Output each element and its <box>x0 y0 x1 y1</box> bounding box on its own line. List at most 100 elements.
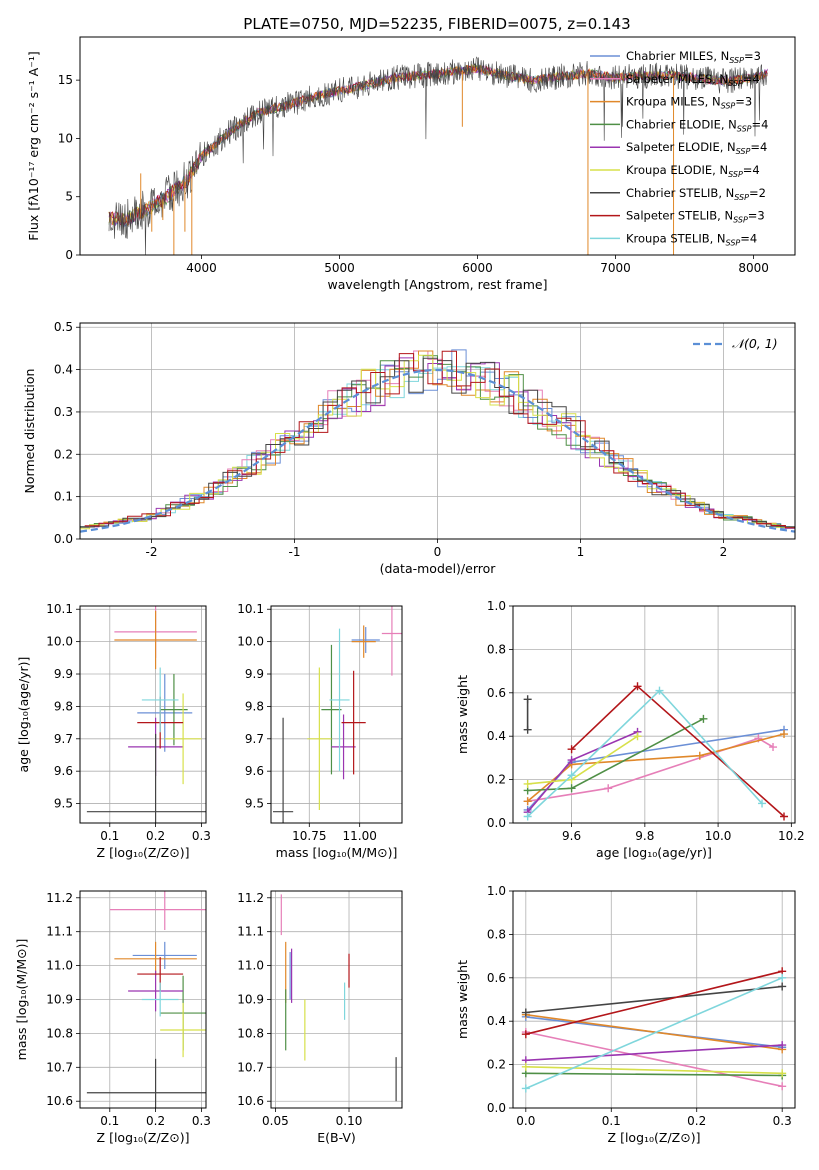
x-tick-label: 0.1 <box>100 1114 119 1128</box>
spectrum-series <box>108 56 768 255</box>
y-tick-label: 9.9 <box>245 667 264 681</box>
x-tick-label: 2 <box>720 545 728 559</box>
x-axis-label: (data-model)/error <box>380 561 497 576</box>
weight-series <box>525 1044 783 1062</box>
y-tick-label: 9.6 <box>245 764 264 778</box>
x-tick-label: 0.2 <box>146 829 165 843</box>
weight-series <box>525 977 783 1090</box>
x-axis-label: Z [log₁₀(Z/Z⊙)] <box>97 845 190 860</box>
weight-series <box>525 1072 783 1077</box>
panel-2 <box>76 605 207 827</box>
plot-area <box>280 894 397 1102</box>
x-tick-label: 10.2 <box>778 829 805 843</box>
legend-label: Chabrier STELIB, NSSP=2 <box>626 186 766 202</box>
legend-label: Salpeter MILES, NSSP=4 <box>626 72 760 88</box>
y-tick-label: 0.5 <box>54 320 73 334</box>
x-axis-label: E(B-V) <box>317 1130 356 1145</box>
x-tick-label: 0.05 <box>262 1114 289 1128</box>
x-axis-label: age [log₁₀(age/yr)] <box>596 845 712 860</box>
weight-marker <box>523 797 532 806</box>
x-axis-label: mass [log₁₀(M/M⊙)] <box>276 845 398 860</box>
x-tick-label: 1 <box>577 545 585 559</box>
y-axis-label: mass [log₁₀(M/M⊙)] <box>14 939 29 1061</box>
plot-area <box>108 56 768 255</box>
panel-1 <box>76 322 796 543</box>
y-tick-label: 9.8 <box>245 699 264 713</box>
spectrum-series <box>108 64 768 226</box>
x-tick-label: 0.10 <box>336 1114 363 1128</box>
y-tick-label: 0.2 <box>487 1058 506 1072</box>
plot-area <box>521 967 787 1093</box>
weight-marker <box>633 732 642 741</box>
weight-series <box>525 970 783 1035</box>
y-tick-label: 10.8 <box>46 1026 73 1040</box>
panel-4 <box>509 605 796 827</box>
histogram-series <box>80 354 791 530</box>
weight-series <box>525 1031 783 1088</box>
y-tick-label: 10.7 <box>46 1060 73 1074</box>
weight-marker <box>567 771 576 780</box>
weight-marker <box>523 779 532 788</box>
y-tick-label: 0.3 <box>54 405 73 419</box>
x-tick-label: 9.6 <box>562 829 581 843</box>
legend-label: Salpeter ELODIE, NSSP=4 <box>626 140 767 156</box>
y-tick-label: 9.7 <box>54 732 73 746</box>
x-tick-label: 5000 <box>324 261 355 275</box>
weight-series <box>525 1066 783 1075</box>
chart-title: PLATE=0750, MJD=52235, FIBERID=0075, z=0… <box>243 15 630 33</box>
y-tick-label: 11.1 <box>46 925 73 939</box>
x-tick-label: 10.75 <box>292 829 326 843</box>
y-tick-label: 11.1 <box>237 925 264 939</box>
y-tick-label: 10.0 <box>46 635 73 649</box>
y-tick-label: 0.4 <box>54 363 73 377</box>
panel-3 <box>267 605 403 827</box>
x-tick-label: 10.0 <box>705 829 732 843</box>
y-tick-label: 10 <box>58 131 73 145</box>
weight-marker <box>778 1069 787 1078</box>
x-tick-label: 0.2 <box>146 1114 165 1128</box>
y-tick-label: 1.0 <box>487 599 506 613</box>
panel-7 <box>509 890 796 1112</box>
weight-marker <box>523 812 532 821</box>
weight-marker <box>758 799 767 808</box>
axes-frame <box>512 605 796 824</box>
weight-marker <box>778 982 787 991</box>
plot-area <box>86 606 206 823</box>
y-tick-label: 0.8 <box>487 642 506 656</box>
x-tick-label: 0.3 <box>773 1114 792 1128</box>
weight-marker <box>780 812 789 821</box>
panel-5 <box>76 890 207 1112</box>
plot-area <box>273 606 402 823</box>
weight-series <box>525 1013 783 1051</box>
x-tick-label: 4000 <box>186 261 217 275</box>
weight-marker <box>521 1030 530 1039</box>
weight-marker <box>695 751 704 760</box>
y-tick-label: 0.0 <box>54 532 73 546</box>
weight-marker <box>778 1082 787 1091</box>
axes-frame <box>79 322 796 540</box>
y-tick-label: 10.1 <box>46 602 73 616</box>
y-tick-label: 9.9 <box>54 667 73 681</box>
y-tick-label: 0.6 <box>487 686 506 700</box>
y-axis-label: mass weight <box>455 960 470 1039</box>
histogram-series <box>84 350 795 529</box>
weight-marker <box>778 973 787 982</box>
y-tick-label: 11.2 <box>237 891 264 905</box>
legend-label: Kroupa STELIB, NSSP=4 <box>626 231 757 247</box>
y-tick-label: 9.7 <box>245 732 264 746</box>
weight-marker <box>567 784 576 793</box>
legend-label: Salpeter STELIB, NSSP=3 <box>626 209 765 225</box>
histogram-series <box>80 357 795 528</box>
y-tick-label: 10.6 <box>237 1094 264 1108</box>
y-tick-label: 10.1 <box>237 602 264 616</box>
x-tick-label: 0.3 <box>192 1114 211 1128</box>
legend-label: Kroupa ELODIE, NSSP=4 <box>626 163 760 179</box>
y-tick-label: 0 <box>65 248 73 262</box>
y-tick-label: 0.0 <box>487 816 506 830</box>
weight-marker <box>523 725 532 734</box>
weight-marker <box>521 1084 530 1093</box>
x-tick-label: 7000 <box>600 261 631 275</box>
y-tick-label: 0.1 <box>54 490 73 504</box>
y-tick-label: 1.0 <box>487 884 506 898</box>
